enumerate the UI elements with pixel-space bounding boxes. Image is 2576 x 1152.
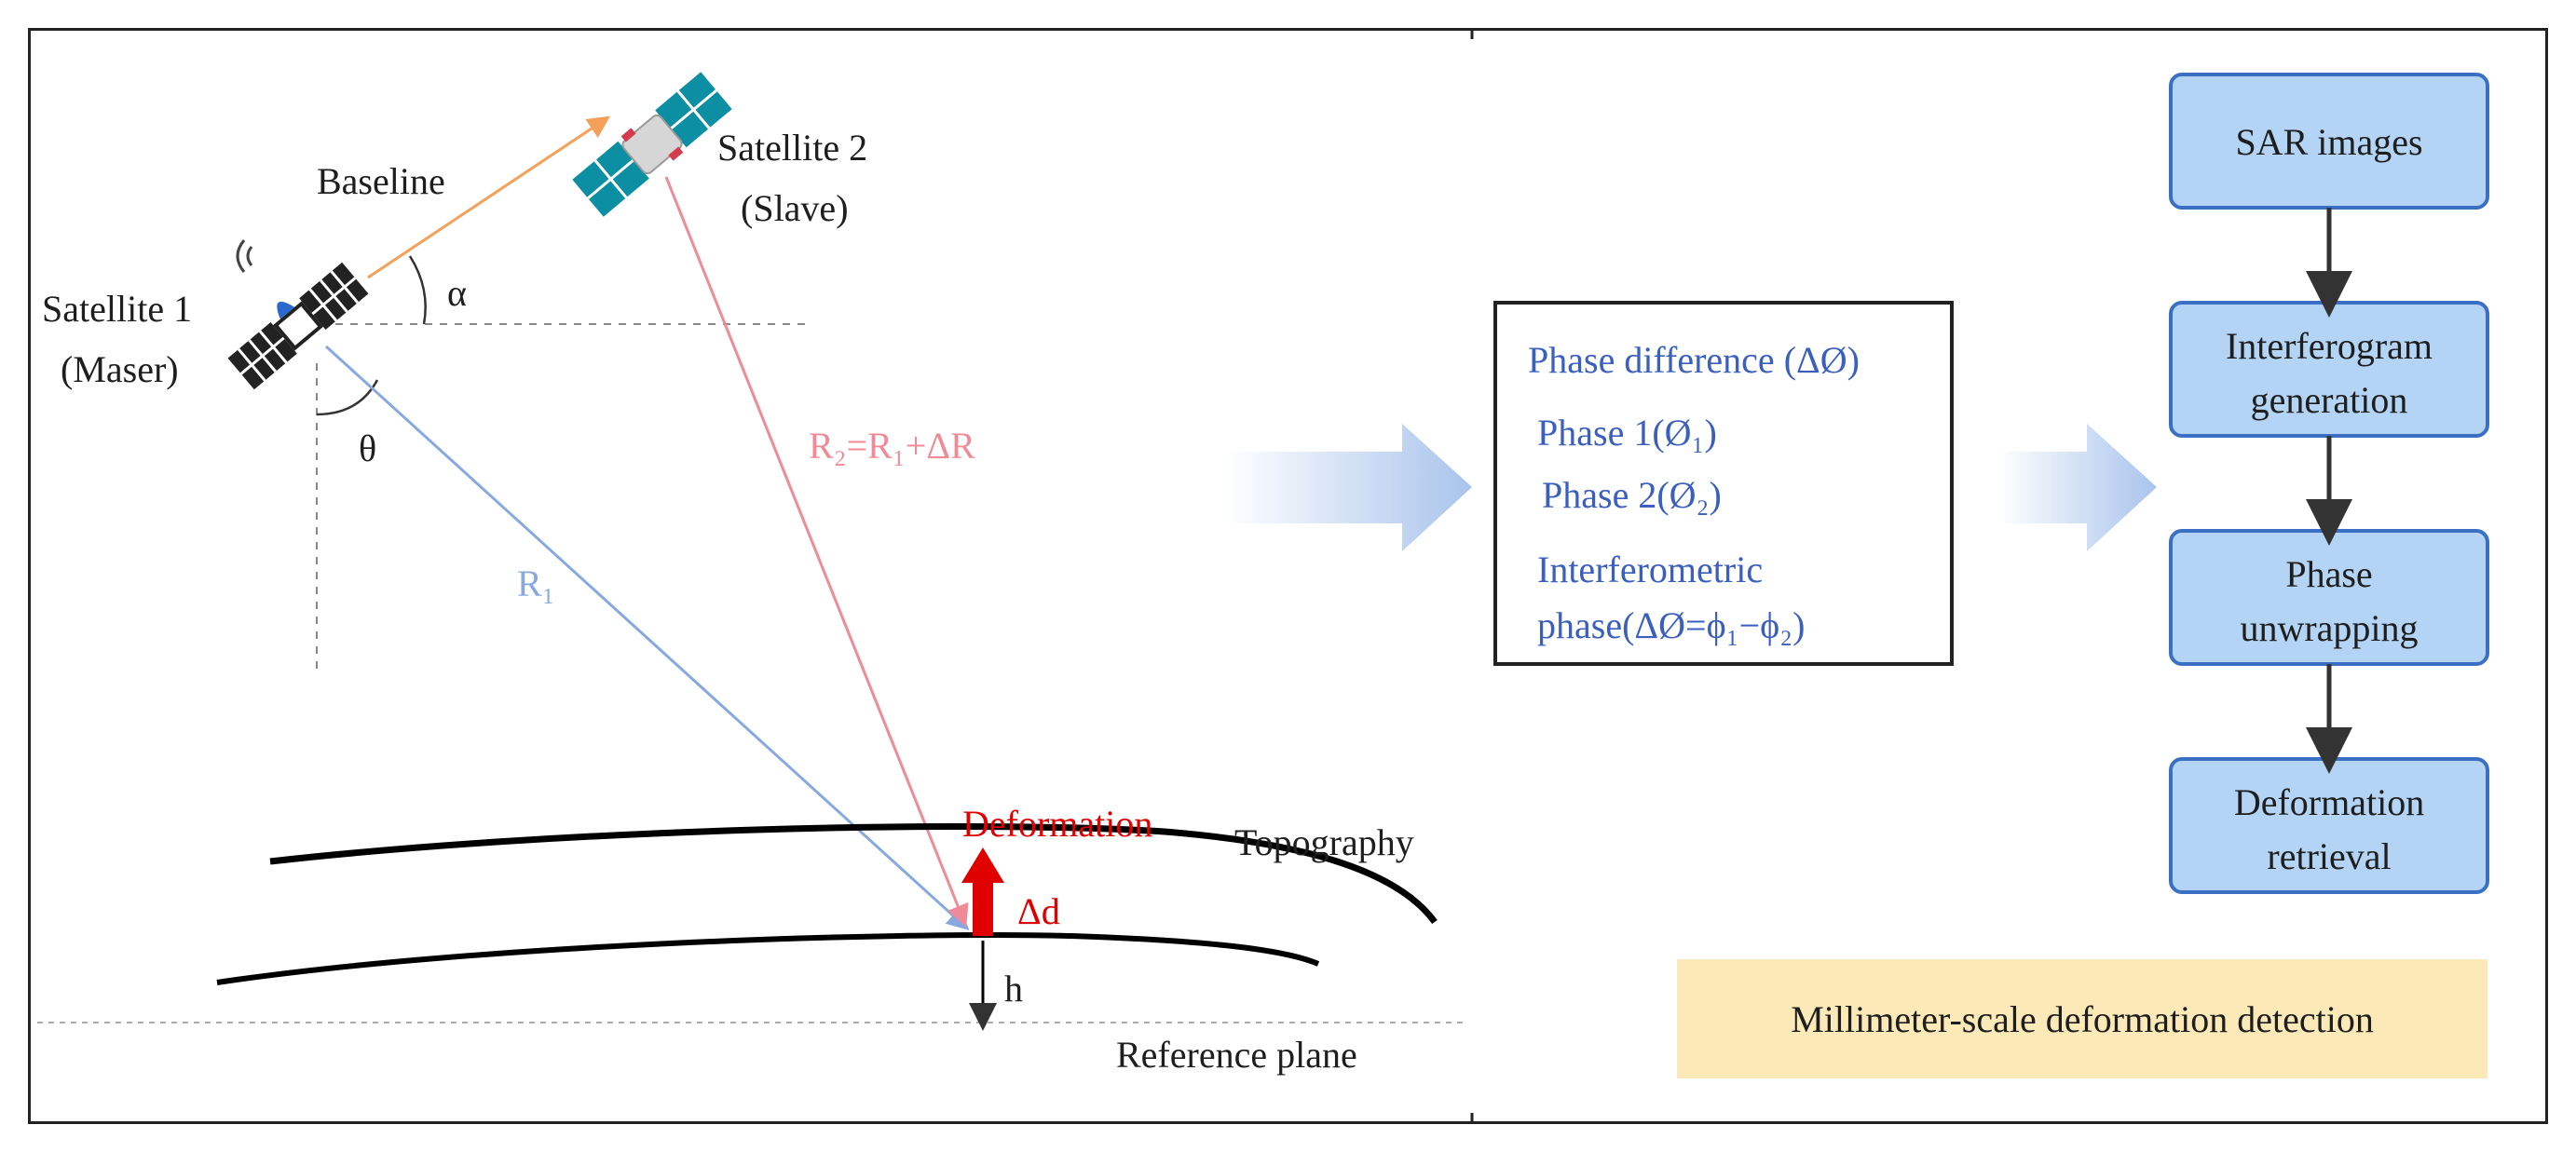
deformation-arrow (961, 847, 1004, 936)
deformation-label: Deformation (962, 803, 1152, 845)
result-text: Millimeter-scale deformation detection (1791, 998, 2374, 1040)
interferometric-line2: phase(ΔØ=ϕ₁−ϕ₂) (1537, 604, 1805, 646)
flow-step-3-line1: Phase (2285, 553, 2372, 595)
flow-step-2-line2: generation (2251, 379, 2408, 421)
topography-label: Topography (1234, 821, 1414, 863)
reference-plane-label: Reference plane (1116, 1034, 1357, 1076)
phase1-text: Phase 1(Ø₁) (1537, 412, 1717, 454)
topography-curve (269, 823, 1438, 925)
flow-step-1-text: SAR images (2235, 121, 2422, 163)
h-label: h (1004, 968, 1023, 1010)
r1-label: R₁ (517, 562, 555, 604)
flow-step-4-line1: Deformation (2234, 781, 2424, 823)
phase-title: Phase difference (ΔØ) (1528, 339, 1860, 381)
baseline-line (367, 115, 610, 279)
delta-d-label: Δd (1017, 890, 1060, 932)
figure-frame (28, 28, 2548, 1124)
surface-curve (216, 932, 1320, 985)
satellite2-label-line2: (Slave) (741, 187, 849, 229)
alpha-label: α (447, 272, 467, 314)
flow-arrow-2 (1998, 424, 2157, 551)
satellite1-label-line2: (Maser) (61, 348, 179, 390)
satellite2-label-line1: Satellite 2 (717, 127, 867, 169)
r2-line (664, 176, 969, 928)
flow-step-2-line1: Interferogram (2226, 325, 2433, 367)
theta-label: θ (359, 427, 376, 469)
interferometric-line1: Interferometric (1537, 549, 1763, 590)
r2-label: R₂=R₁+ΔR (809, 425, 975, 467)
flow-step-4-line2: retrieval (2267, 835, 2391, 877)
flowchart (2169, 73, 2489, 894)
flow-arrow-1 (1225, 424, 1472, 551)
satellite1-label-line1: Satellite 1 (42, 288, 192, 330)
signal-icon (236, 239, 253, 273)
alpha-arc (408, 255, 427, 325)
baseline-label: Baseline (317, 160, 445, 202)
phase-box (1493, 301, 1954, 666)
phase2-text: Phase 2(Ø₂) (1542, 474, 1722, 516)
theta-arc (316, 379, 379, 416)
satellite-2-icon (572, 72, 732, 217)
result-box (1677, 959, 2487, 1078)
satellite-1-icon (227, 262, 369, 390)
flow-step-3-line2: unwrapping (2240, 607, 2418, 649)
